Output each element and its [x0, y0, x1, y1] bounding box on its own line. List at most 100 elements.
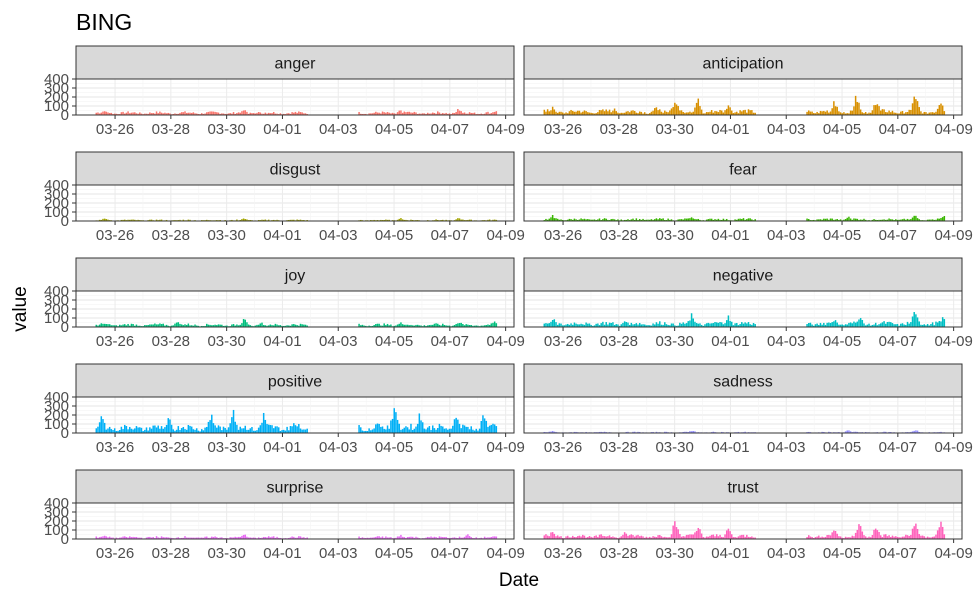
bar-negative: [696, 323, 698, 327]
bar-trust: [863, 535, 865, 539]
bar-negative: [830, 323, 832, 327]
bar-negative: [848, 323, 850, 327]
bar-positive: [271, 425, 273, 433]
bar-positive: [96, 428, 98, 433]
bar-positive: [121, 427, 123, 433]
bar-positive: [236, 425, 238, 433]
bar-positive: [107, 429, 109, 433]
bar-negative: [944, 319, 946, 327]
bar-anticipation: [577, 111, 579, 115]
bar-trust: [877, 530, 879, 539]
bar-anticipation: [739, 110, 741, 115]
bar-trust: [674, 521, 676, 539]
bar-trust: [872, 535, 874, 539]
x-tick-label: 04-09: [486, 545, 524, 562]
bar-positive: [184, 429, 186, 433]
bar-positive: [482, 415, 484, 433]
bar-positive: [472, 430, 474, 433]
bar-negative: [883, 321, 885, 327]
bar-positive: [149, 427, 151, 433]
x-tick-label: 03-30: [655, 121, 693, 138]
bar-negative: [868, 324, 870, 327]
bar-joy: [496, 323, 498, 327]
bar-negative: [850, 322, 852, 327]
bar-negative: [816, 324, 818, 327]
bar-trust: [676, 527, 678, 539]
x-tick-label: 04-09: [934, 439, 972, 456]
bar-anticipation: [652, 111, 654, 115]
bar-anticipation: [751, 110, 753, 115]
x-tick-label: 04-07: [879, 545, 917, 562]
bar-positive: [454, 419, 456, 433]
bar-positive: [402, 429, 404, 433]
bar-anticipation: [811, 112, 813, 115]
bar-negative: [918, 321, 920, 327]
bar-negative: [585, 323, 587, 327]
bar-anger: [209, 111, 211, 115]
bar-positive: [109, 427, 111, 433]
bar-anticipation: [850, 111, 852, 115]
bar-joy: [260, 323, 262, 327]
bar-anticipation: [892, 111, 894, 115]
bar-negative: [554, 319, 556, 327]
bar-negative: [726, 320, 728, 327]
bar-trust: [915, 524, 917, 539]
bar-negative: [736, 323, 738, 327]
strip-label-fear: fear: [729, 162, 757, 179]
bar-positive: [444, 429, 446, 433]
bar-anticipation: [838, 111, 840, 115]
bar-anticipation: [671, 108, 673, 115]
bar-negative: [631, 323, 633, 327]
bar-positive: [151, 429, 153, 433]
bar-anticipation: [656, 107, 658, 115]
bar-negative: [711, 323, 713, 327]
x-tick-label: 03-30: [655, 545, 693, 562]
bar-anticipation: [853, 106, 855, 115]
bar-anger: [102, 112, 104, 115]
bar-anticipation: [605, 109, 607, 115]
bar-anger: [211, 111, 213, 115]
bar-anticipation: [716, 111, 718, 115]
bar-anger: [399, 111, 401, 115]
bar-positive: [457, 420, 459, 433]
bar-trust: [713, 535, 715, 539]
bar-trust: [699, 529, 701, 539]
bar-positive: [161, 426, 163, 433]
bar-positive: [214, 425, 216, 433]
bar-positive: [275, 426, 277, 433]
bar-anticipation: [659, 109, 661, 115]
bar-positive: [417, 424, 419, 433]
bar-positive: [157, 426, 159, 433]
bar-positive: [414, 429, 416, 433]
bar-anticipation: [694, 108, 696, 115]
bar-anticipation: [857, 102, 859, 115]
bar-positive: [415, 427, 417, 433]
bar-negative: [589, 323, 591, 327]
bar-anticipation: [915, 99, 917, 115]
bar-negative: [679, 323, 681, 327]
bar-joy: [101, 323, 103, 327]
bar-positive: [372, 429, 374, 433]
bar-trust: [907, 535, 909, 539]
bar-anger: [382, 112, 384, 115]
bar-anger: [156, 111, 158, 115]
bar-trust: [922, 536, 924, 539]
bar-negative: [731, 322, 733, 327]
bar-anger: [243, 110, 245, 115]
bar-trust: [631, 534, 633, 539]
bar-negative: [880, 323, 882, 327]
bar-anger: [404, 112, 406, 115]
bar-anticipation: [544, 110, 546, 115]
bar-positive: [129, 427, 131, 433]
bar-positive: [106, 430, 108, 433]
bar-anticipation: [632, 110, 634, 115]
bar-positive: [298, 424, 300, 433]
bar-trust: [835, 531, 837, 539]
bar-anticipation: [826, 110, 828, 115]
bar-trust: [858, 524, 860, 539]
bar-trust: [629, 535, 631, 539]
bar-negative: [639, 323, 641, 327]
bar-positive: [251, 427, 253, 433]
bar-positive: [266, 424, 268, 433]
bar-positive: [407, 427, 409, 433]
